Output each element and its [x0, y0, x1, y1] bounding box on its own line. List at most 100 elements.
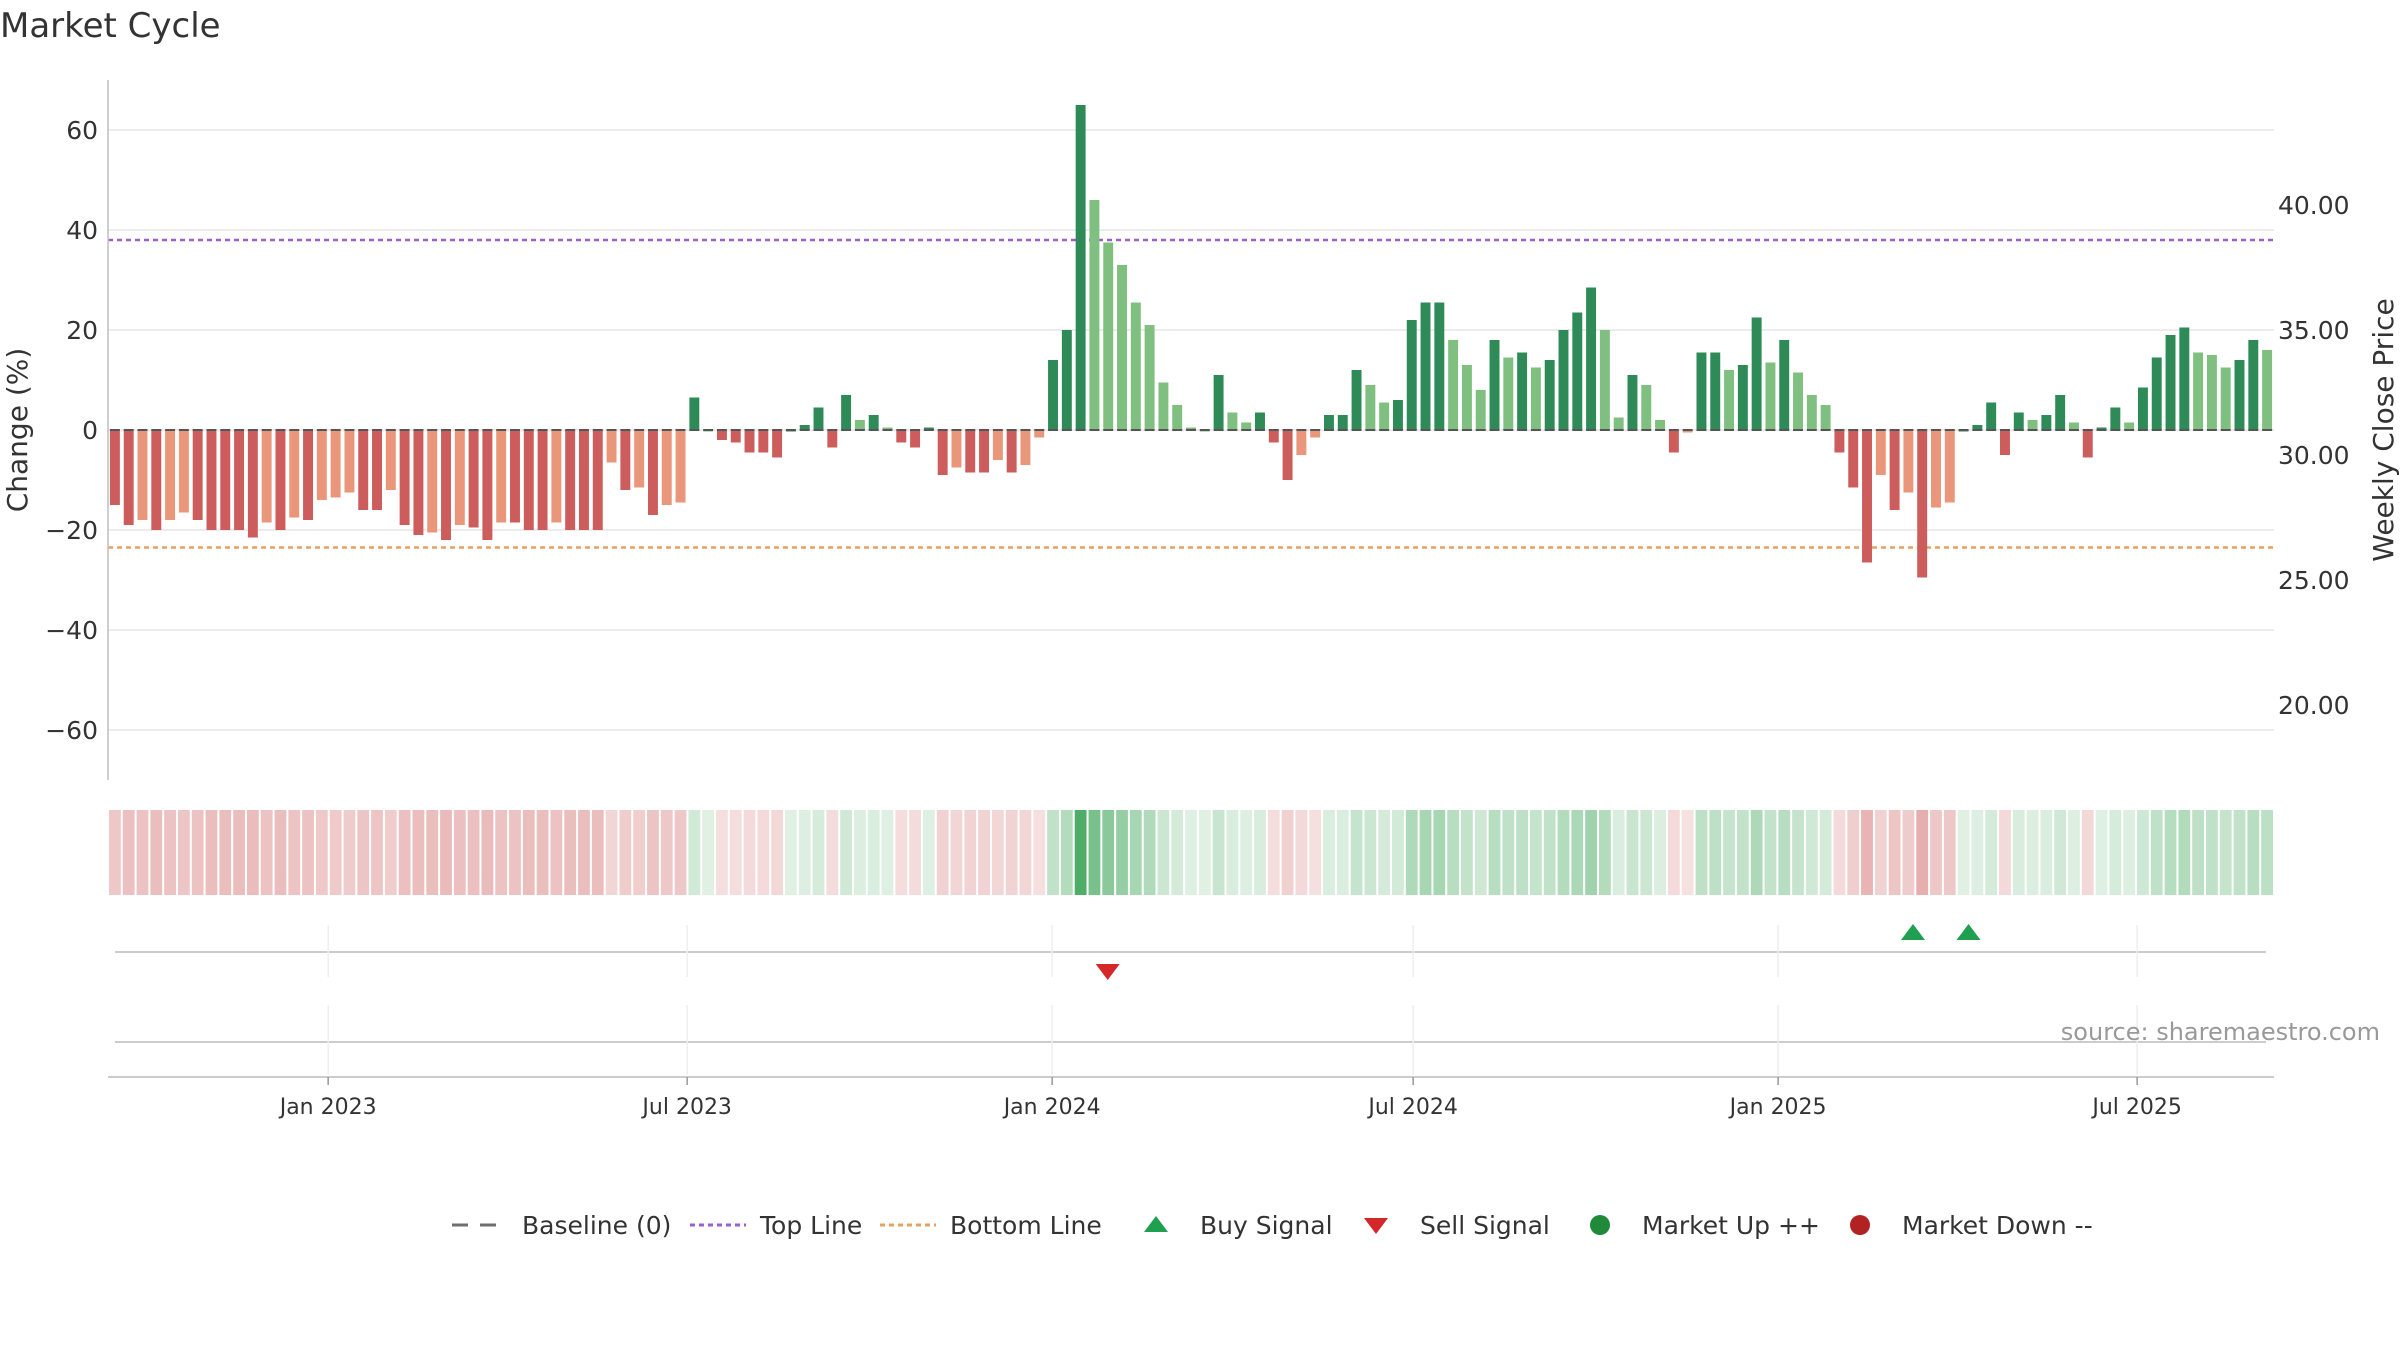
- bar: [2179, 327, 2190, 430]
- heat-cell: [2068, 810, 2080, 895]
- bar: [510, 430, 520, 523]
- heat-cell: [1723, 810, 1735, 895]
- heatmap-strip: [109, 810, 2273, 895]
- bar: [1820, 405, 1831, 430]
- heat-cell: [1916, 810, 1929, 895]
- bar: [1420, 302, 1431, 430]
- heat-cell: [1764, 810, 1777, 895]
- bar: [1806, 395, 1817, 430]
- heat-cell: [1819, 810, 1832, 895]
- heat-cell: [1447, 810, 1460, 895]
- y2-tick-label: 40.00: [2278, 191, 2350, 220]
- legend-label: Top Line: [759, 1211, 862, 1240]
- heat-cell: [1157, 810, 1170, 895]
- bar: [1986, 402, 1997, 430]
- heat-cell: [260, 810, 273, 895]
- heat-cell: [1129, 810, 1142, 895]
- bar: [206, 430, 217, 530]
- bar: [330, 430, 341, 498]
- bar: [1448, 340, 1459, 430]
- bar: [2041, 415, 2052, 430]
- bar: [910, 430, 921, 448]
- bar: [1130, 302, 1141, 430]
- heat-cell: [2026, 810, 2039, 895]
- heat-cell: [2192, 810, 2205, 895]
- bar: [979, 430, 990, 473]
- x-tick-label: Jan 2023: [278, 1095, 377, 1120]
- heat-cell: [2123, 810, 2136, 895]
- legend-label: Bottom Line: [950, 1211, 1102, 1240]
- heat-cell: [1185, 810, 1197, 895]
- heat-cell: [978, 810, 990, 895]
- bar: [1144, 325, 1155, 430]
- bar: [1503, 357, 1514, 430]
- x-tick-label: Jan 2025: [1728, 1095, 1827, 1120]
- heat-cell: [274, 810, 287, 895]
- bar: [358, 430, 369, 510]
- heat-cell: [853, 810, 866, 895]
- heat-cell: [2219, 810, 2232, 895]
- heat-cell: [1392, 810, 1404, 895]
- heat-cell: [426, 810, 439, 895]
- bar: [896, 430, 907, 443]
- bar: [247, 430, 258, 538]
- bar: [1268, 430, 1279, 443]
- y2-tick-label: 25.00: [2278, 566, 2350, 595]
- heat-cell: [1985, 810, 1998, 895]
- bar: [454, 430, 465, 525]
- bar: [813, 407, 824, 430]
- heat-cell: [1695, 810, 1708, 895]
- bar: [523, 430, 534, 530]
- x-tick-label: Jan 2024: [1002, 1095, 1101, 1120]
- bar: [1558, 330, 1569, 430]
- heat-cell: [384, 810, 397, 895]
- heat-cell: [1957, 810, 1970, 895]
- buy-signal-marker: [1901, 924, 1925, 940]
- bar: [1351, 370, 1362, 430]
- legend-item: Market Down --: [1850, 1211, 2093, 1240]
- bar: [758, 430, 769, 453]
- heat-cell: [991, 810, 1004, 895]
- bar: [441, 430, 451, 540]
- heat-cell: [1102, 810, 1115, 895]
- heat-cell: [1060, 810, 1073, 895]
- bar: [565, 430, 576, 530]
- bar: [1696, 352, 1707, 430]
- bar: [1103, 242, 1114, 430]
- bar: [827, 430, 838, 448]
- bar: [2220, 367, 2231, 430]
- bar: [496, 430, 507, 523]
- bar: [1020, 430, 1031, 465]
- heat-cell: [950, 810, 963, 895]
- bar: [344, 430, 355, 493]
- heat-cell: [2206, 810, 2218, 895]
- heat-cell: [315, 810, 328, 895]
- legend-label: Market Up ++: [1642, 1211, 1820, 1240]
- bar: [1213, 375, 1224, 430]
- heat-cell: [1902, 810, 1915, 895]
- heat-cell: [136, 810, 149, 895]
- legend-label: Market Down --: [1902, 1211, 2093, 1240]
- bar: [1875, 430, 1886, 475]
- heat-cell: [1281, 810, 1294, 895]
- bar: [109, 430, 120, 505]
- bar: [468, 430, 479, 528]
- heat-cell: [109, 810, 121, 895]
- heat-cell: [177, 810, 190, 895]
- bar: [1089, 200, 1100, 430]
- bar: [854, 420, 865, 430]
- bar: [385, 430, 396, 490]
- bar: [799, 425, 810, 430]
- heat-cell: [1654, 810, 1666, 895]
- bar: [1310, 430, 1321, 438]
- bar: [1544, 360, 1555, 430]
- bar: [2096, 427, 2107, 430]
- heat-cell: [219, 810, 232, 895]
- bar: [1668, 430, 1679, 453]
- heat-cell: [2233, 810, 2246, 895]
- bar: [2068, 422, 2079, 430]
- heat-cell: [191, 810, 204, 895]
- heat-cell: [909, 810, 921, 895]
- bar: [1572, 312, 1583, 430]
- bar: [1117, 265, 1127, 430]
